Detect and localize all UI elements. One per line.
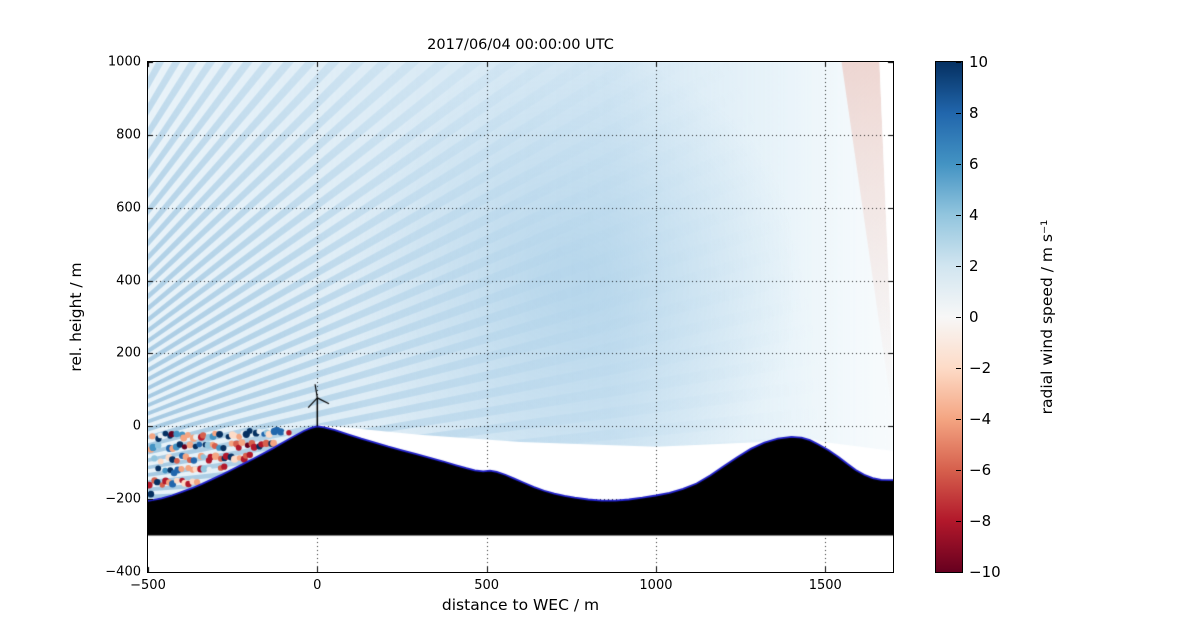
x-axis-label: distance to WEC / m [441,596,600,614]
colorbar-tick-label: 2 [969,257,979,275]
colorbar-tick-label: −10 [969,563,1001,581]
colorbar-tick-label: −8 [969,512,992,530]
colorbar-tick-label: 6 [969,155,979,173]
y-axis-label: rel. height / m [67,262,85,372]
y-tick-label: 1000 [107,54,141,70]
colorbar-tick-mark [956,215,961,216]
colorbar-tick-mark [956,62,961,63]
colorbar-tick-mark [956,419,961,420]
colorbar-tick-mark [956,266,961,267]
colorbar-tick-label: 0 [969,308,979,326]
colorbar-tick-mark [956,113,961,114]
colorbar-tick-mark [956,368,961,369]
colorbar-tick-mark [956,164,961,165]
y-tick-label: −400 [105,564,141,580]
plot-title: 2017/06/04 00:00:00 UTC [427,37,614,53]
x-tick-label: 0 [313,578,322,593]
colorbar-tick-mark [956,521,961,522]
y-tick-label: 800 [116,127,141,143]
plot-area [147,61,894,573]
colorbar-tick-label: 4 [969,206,979,224]
colorbar-tick-mark [956,317,961,318]
y-tick-label: 600 [116,200,141,216]
y-tick-label: −200 [105,491,141,507]
y-tick-label: 0 [132,418,141,434]
colorbar-tick-label: 8 [969,104,979,122]
colorbar-tick-mark [956,572,961,573]
colorbar-tick-label: −4 [969,410,992,428]
y-tick-label: 200 [116,345,141,361]
colorbar-tick-label: 10 [969,53,989,71]
x-tick-label: −500 [130,578,166,593]
colorbar-label: radial wind speed / m s⁻¹ [1038,219,1056,415]
x-tick-label: 1000 [639,578,673,593]
colorbar-tick-mark [956,470,961,471]
y-tick-label: 400 [116,273,141,289]
x-tick-label: 1500 [808,578,842,593]
plot-canvas [148,62,893,572]
colorbar-tick-label: −2 [969,359,992,377]
x-tick-label: 500 [474,578,500,593]
colorbar-tick-label: −6 [969,461,992,479]
